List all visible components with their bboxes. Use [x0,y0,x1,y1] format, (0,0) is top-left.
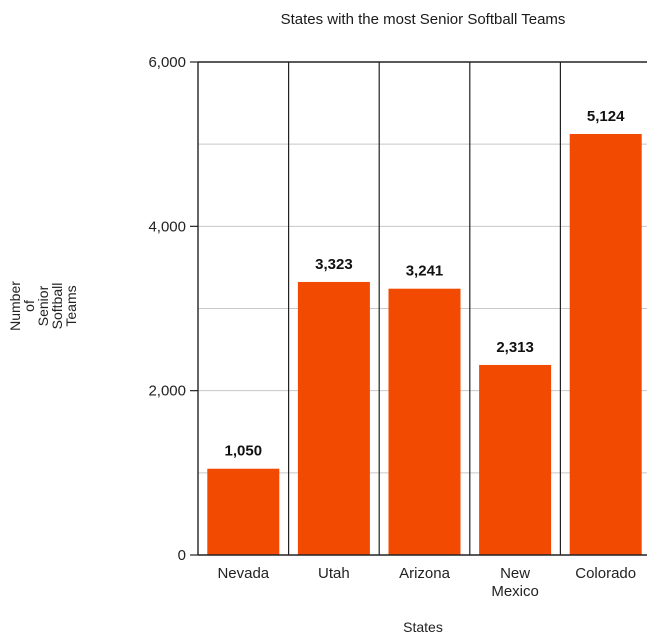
x-tick-label: Arizona [399,565,451,582]
y-tick-label: 4,000 [148,218,186,235]
x-axis-labels: Nevada Utah Arizona New Mexico Colorado [217,565,636,600]
x-tick-label-line: New [500,565,530,582]
x-tick-label: Utah [318,565,350,582]
y-axis-label-line: of [21,300,37,312]
x-tick-label: Nevada [217,565,269,582]
bar [297,281,370,555]
x-tick-label: Colorado [575,565,636,582]
data-label: 3,323 [315,256,353,273]
data-label: 2,313 [496,339,534,356]
bar [479,364,552,555]
y-axis-label-line: Softball [49,283,65,330]
x-tick-label: New Mexico [491,565,539,600]
bar [388,288,461,555]
plot-frame [197,61,647,556]
y-axis-label-line: Senior [35,285,51,326]
y-axis-label-line: Teams [63,285,79,326]
bar [207,468,280,555]
data-label: 1,050 [225,443,263,460]
x-tick-label-line: Arizona [399,565,451,582]
x-tick-label-line: Mexico [491,583,539,600]
x-axis-label: States [403,619,443,635]
gridlines [198,62,647,555]
bar [569,133,642,555]
chart-title: States with the most Senior Softball Tea… [281,11,566,28]
y-tick-label: 6,000 [148,54,186,71]
y-tick-label: 0 [178,547,186,564]
y-axis-ticks: 0 2,000 4,000 6,000 [148,54,198,564]
x-tick-label-line: Colorado [575,565,636,582]
data-label: 5,124 [587,108,625,125]
y-axis-label: NumberofSeniorSoftballTeams [7,281,79,331]
y-tick-label: 2,000 [148,383,186,400]
data-label: 3,241 [406,263,444,280]
y-axis-label-line: Number [7,281,23,331]
x-tick-label-line: Utah [318,565,350,582]
x-tick-label-line: Nevada [217,565,269,582]
bars: 1,050 3,323 3,241 2,313 5,124 [207,108,642,555]
